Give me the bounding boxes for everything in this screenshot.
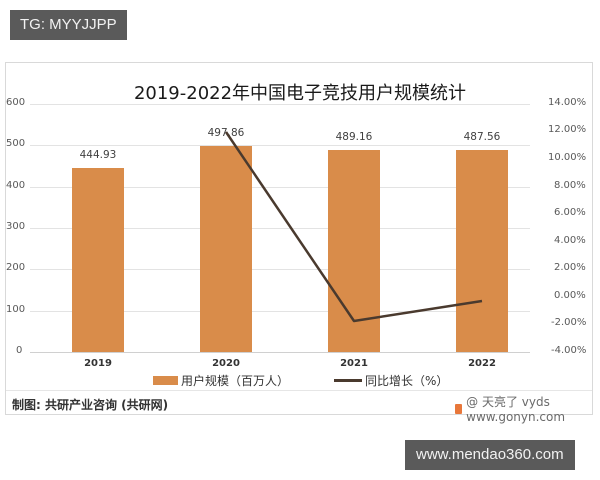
bar-swatch-icon <box>153 376 178 385</box>
right-axis-tick: 8.00% <box>554 180 586 191</box>
bar-2020 <box>200 146 252 352</box>
right-axis-tick: -2.00% <box>551 317 587 328</box>
x-axis-label: 2021 <box>340 358 368 369</box>
gridline <box>30 311 530 312</box>
gridline <box>30 145 530 146</box>
bar-2022 <box>456 150 508 352</box>
gridline <box>30 104 530 105</box>
gridline <box>30 228 530 229</box>
watermark-bottom-right: www.mendao360.com <box>405 440 575 470</box>
footer-divider <box>6 390 592 391</box>
watermark-top-left: TG: MYYJJPP <box>10 10 127 40</box>
source-caption: 制图: 共研产业咨询 (共研网) <box>12 398 169 412</box>
legend-bar-label: 用户规模（百万人） <box>181 374 290 388</box>
right-axis-tick: 12.00% <box>548 124 587 135</box>
left-axis-tick: 300 <box>6 221 26 232</box>
credit-caption: @ 天亮了 vyds www.gonyn.com <box>455 393 600 424</box>
x-axis-label: 2022 <box>468 358 496 369</box>
left-axis-tick: 400 <box>6 180 26 191</box>
left-axis-tick: 600 <box>6 97 26 108</box>
gridline <box>30 187 530 188</box>
x-axis-label: 2020 <box>212 358 240 369</box>
gonyn-logo-icon <box>455 403 463 414</box>
gridline <box>30 352 530 353</box>
gridline <box>30 269 530 270</box>
bar-value-label: 487.56 <box>463 131 501 143</box>
bar-2019 <box>72 168 124 352</box>
left-axis-tick: 0 <box>16 345 23 356</box>
legend-line: 同比增长（%） <box>334 372 448 389</box>
legend-line-label: 同比增长（%） <box>365 374 449 388</box>
right-axis-tick: 2.00% <box>554 262 586 273</box>
chart-title: 2019-2022年中国电子竞技用户规模统计 <box>133 83 467 104</box>
bar-value-label: 489.16 <box>335 131 373 143</box>
right-axis-tick: -4.00% <box>551 345 587 356</box>
credit-text: @ 天亮了 vyds www.gonyn.com <box>466 395 566 424</box>
right-axis-tick: 14.00% <box>548 97 587 108</box>
x-axis-label: 2019 <box>84 358 112 369</box>
bar-value-label: 444.93 <box>79 149 117 161</box>
left-axis-tick: 100 <box>6 304 26 315</box>
right-axis-tick: 0.00% <box>554 290 586 301</box>
right-axis-tick: 4.00% <box>554 235 586 246</box>
left-axis-tick: 200 <box>6 262 26 273</box>
left-axis-tick: 500 <box>6 138 26 149</box>
line-swatch-icon <box>334 379 362 382</box>
right-axis-tick: 10.00% <box>548 152 587 163</box>
legend-bar: 用户规模（百万人） <box>153 372 289 389</box>
right-axis-tick: 6.00% <box>554 207 586 218</box>
